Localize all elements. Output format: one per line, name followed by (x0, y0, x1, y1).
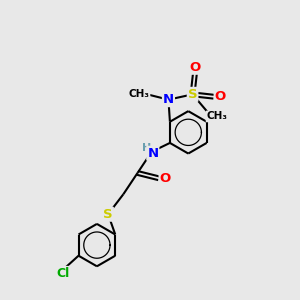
Text: N: N (163, 93, 174, 106)
Text: H: H (142, 143, 151, 153)
Text: O: O (189, 61, 201, 74)
Text: S: S (188, 88, 197, 101)
Text: Cl: Cl (57, 267, 70, 280)
Text: N: N (147, 147, 158, 160)
Text: S: S (103, 208, 113, 221)
Text: CH₃: CH₃ (206, 111, 227, 122)
Text: O: O (160, 172, 171, 185)
Text: O: O (214, 90, 226, 103)
Text: CH₃: CH₃ (128, 89, 149, 99)
